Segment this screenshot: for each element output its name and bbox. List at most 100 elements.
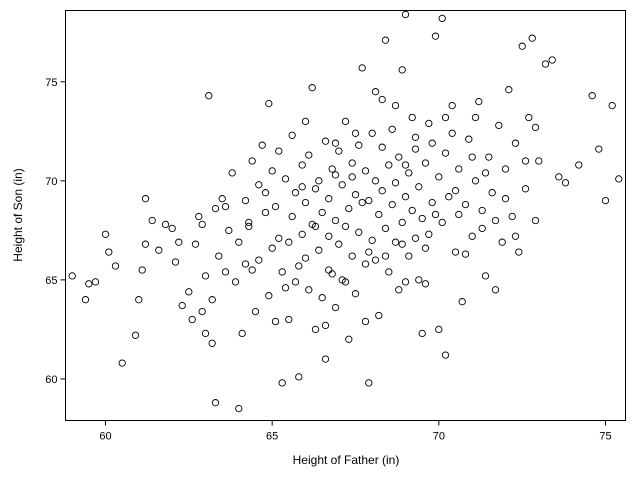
data-point [458,298,466,306]
data-point [335,240,343,248]
plot-frame [65,10,626,421]
data-point [488,189,496,197]
data-point [508,212,516,221]
x-tick-label: 65 [266,431,278,443]
data-point [245,218,253,227]
data-point [161,220,170,229]
data-point [465,135,473,143]
data-point [381,224,390,233]
data-point [295,262,303,270]
data-point [341,222,350,231]
data-point [455,165,463,173]
data-point [298,183,306,191]
x-tick-label: 60 [99,431,111,443]
data-point [175,238,183,246]
data-point [295,373,303,381]
data-point [265,99,273,108]
data-point [451,248,460,256]
data-point [521,185,530,193]
data-point [348,252,356,260]
data-point [441,113,450,122]
data-point [258,141,266,149]
data-point [398,240,406,248]
data-point [138,266,146,274]
data-point [351,290,360,298]
data-point [208,296,216,304]
data-point [385,161,393,169]
data-point [238,329,246,338]
data-point [471,113,480,122]
data-point [438,218,446,227]
data-point [485,153,493,161]
data-point [281,284,290,292]
data-point [421,280,430,288]
data-point [345,335,353,343]
data-point [348,159,356,167]
data-point [291,278,300,286]
data-point [191,240,200,248]
data-point [455,210,463,219]
data-point [438,14,446,23]
data-point [215,252,223,260]
data-point [511,232,520,240]
data-point [555,173,563,181]
data-point [188,315,196,324]
data-point [531,123,540,132]
data-point [518,42,526,50]
data-point [298,161,306,169]
data-point [301,117,310,126]
data-point [305,151,313,159]
data-point [328,270,336,278]
data-point [141,240,150,248]
data-point [431,210,440,219]
data-point [398,66,406,74]
data-point [435,325,443,334]
y-tick-label: 60 [45,374,57,386]
data-point [85,280,93,288]
data-point [251,307,260,316]
data-point [408,206,416,215]
data-point [335,147,343,155]
data-point [548,56,556,64]
data-point [211,204,220,213]
data-point [261,208,270,217]
data-point [91,278,100,286]
data-point [318,294,326,302]
data-point [235,404,243,413]
y-axis-label: Height of Son (in) [11,168,25,261]
data-point [411,234,420,242]
data-point [481,272,490,280]
data-point [311,222,320,231]
data-point [308,84,316,92]
data-point [288,131,296,139]
data-point [131,331,140,339]
data-point [471,177,480,185]
data-point [435,173,443,181]
data-point [405,252,413,260]
x-tick-label: 70 [433,431,445,443]
data-point [535,157,543,165]
data-point [285,315,293,324]
data-point [495,121,503,130]
data-point [225,226,233,235]
data-point [271,317,280,326]
data-point [401,161,410,169]
data-point [355,141,363,149]
data-point [445,193,453,201]
data-point [481,169,490,177]
data-point [371,256,380,264]
data-point [278,268,286,276]
data-point [305,286,313,294]
data-point [615,175,623,183]
data-point [275,234,283,242]
data-point [411,133,420,141]
data-point [441,149,450,157]
data-point [171,258,180,266]
data-point [361,260,370,268]
data-point [515,248,523,256]
data-point [608,101,616,110]
data-point [588,92,596,100]
data-point [315,246,323,254]
data-point [268,167,276,175]
data-point [155,246,163,254]
